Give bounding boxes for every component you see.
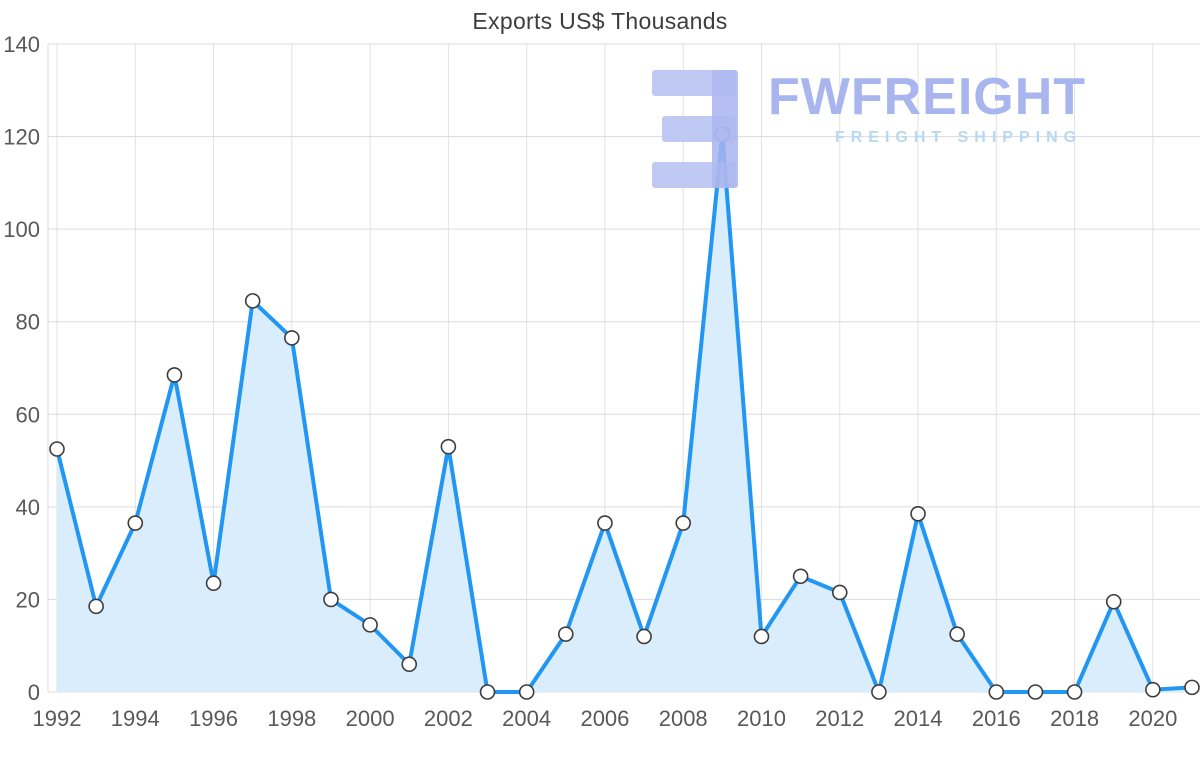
y-axis-label: 60	[16, 402, 40, 427]
data-point[interactable]	[988, 684, 1005, 700]
x-axis-label: 1992	[33, 706, 82, 731]
x-axis-label: 2010	[737, 706, 786, 731]
data-point[interactable]	[636, 628, 652, 645]
x-axis-label: 2014	[894, 706, 943, 731]
data-points	[49, 126, 1200, 700]
area-fill	[57, 134, 1192, 692]
data-point[interactable]	[323, 591, 339, 608]
data-point[interactable]	[205, 575, 222, 592]
data-point[interactable]	[831, 584, 848, 601]
x-axis-label: 2000	[346, 706, 395, 731]
x-axis-label: 1996	[189, 706, 238, 731]
y-axis-label: 40	[16, 495, 40, 520]
data-point[interactable]	[871, 684, 887, 700]
x-axis-label: 2004	[502, 706, 551, 731]
data-point[interactable]	[401, 656, 418, 673]
y-axis-label: 140	[3, 32, 40, 57]
x-axis-label: 1998	[267, 706, 316, 731]
data-point[interactable]	[49, 441, 65, 457]
data-point[interactable]	[753, 628, 770, 645]
data-point[interactable]	[910, 505, 926, 522]
data-point[interactable]	[557, 626, 574, 642]
x-axis-label: 2016	[972, 706, 1021, 731]
y-axis-label: 0	[28, 680, 40, 705]
data-point[interactable]	[244, 293, 261, 309]
data-point[interactable]	[597, 515, 613, 531]
data-point[interactable]	[127, 515, 144, 531]
x-axis-label: 2006	[580, 706, 629, 731]
x-axis-label: 2020	[1128, 706, 1177, 731]
data-point[interactable]	[714, 126, 731, 143]
y-axis-label: 20	[16, 587, 40, 612]
data-point[interactable]	[284, 330, 300, 346]
x-axis-label: 2018	[1050, 706, 1099, 731]
x-axis-label: 2002	[424, 706, 473, 731]
x-axis-labels: 1992 1994 1996 1998 2000 2002 2004 2006 2008 2010…	[33, 706, 1178, 731]
chart-title: Exports US$ Thousands	[472, 8, 728, 34]
data-point[interactable]	[362, 617, 378, 633]
data-point[interactable]	[1027, 684, 1044, 700]
data-point[interactable]	[949, 626, 965, 642]
y-axis-label: 120	[3, 125, 40, 150]
data-point[interactable]	[440, 438, 457, 455]
data-point[interactable]	[1105, 593, 1122, 610]
data-point[interactable]	[792, 568, 809, 585]
x-axis-label: 1994	[111, 706, 160, 731]
y-axis-label: 80	[16, 310, 40, 335]
data-point[interactable]	[1184, 679, 1200, 696]
data-point[interactable]	[88, 598, 104, 615]
data-point[interactable]	[479, 684, 496, 700]
y-axis-label: 100	[3, 217, 40, 242]
data-point[interactable]	[518, 684, 535, 700]
data-point[interactable]	[1145, 681, 1161, 698]
x-axis-label: 2012	[815, 706, 864, 731]
data-point[interactable]	[1066, 684, 1083, 700]
data-point[interactable]	[675, 515, 692, 531]
data-point[interactable]	[166, 367, 183, 383]
y-axis-labels: 0 20 40 60 80 100 120 140	[3, 32, 40, 705]
x-axis-label: 2008	[659, 706, 708, 731]
